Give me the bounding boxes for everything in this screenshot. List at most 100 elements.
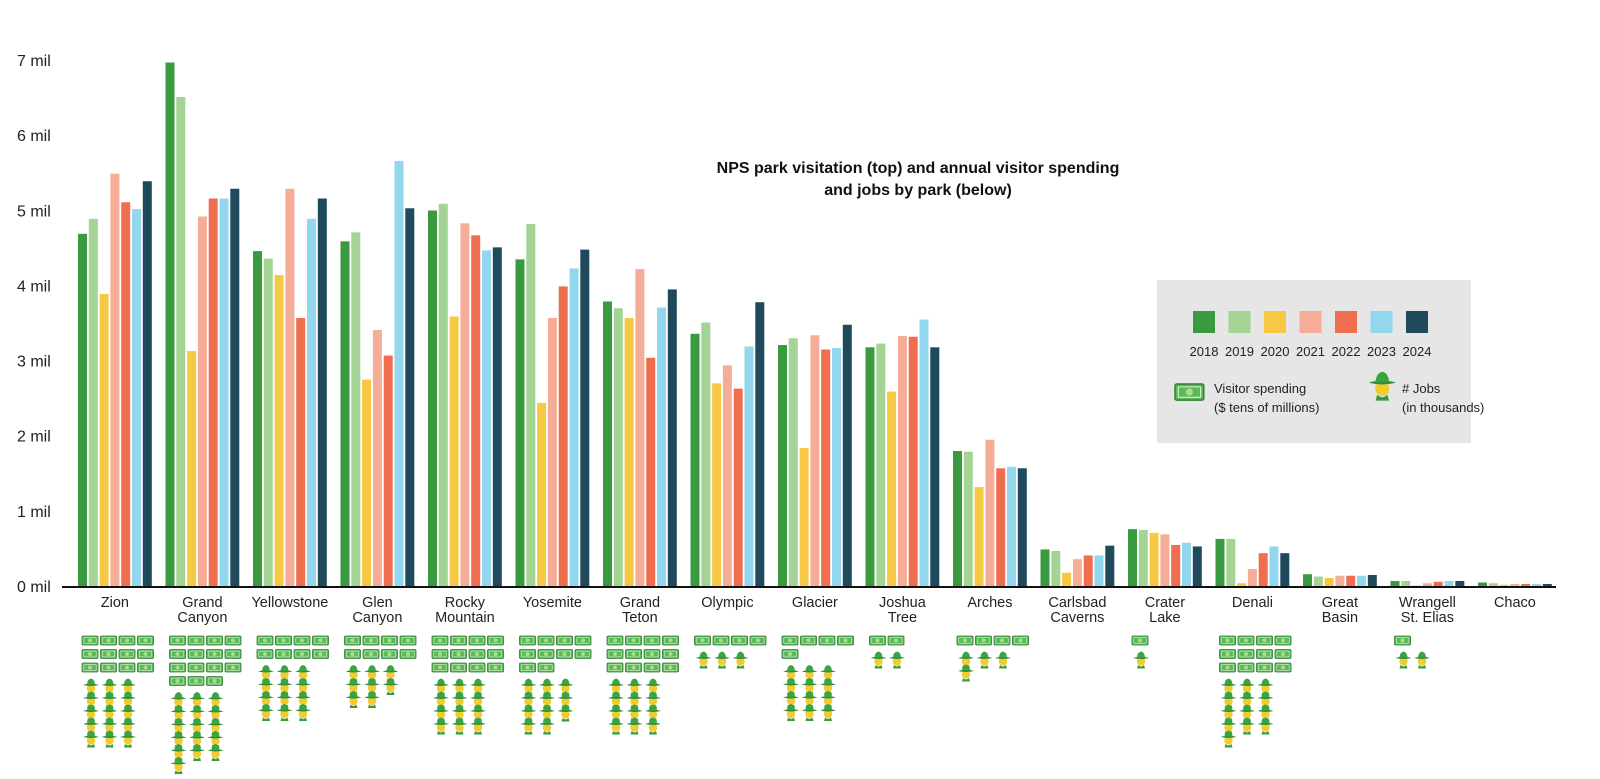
bar-2018 [1478, 582, 1487, 587]
money-bill-icon [869, 635, 886, 646]
money-bill-icon [694, 635, 711, 646]
pictogram-stack [256, 635, 329, 721]
bar-2023 [482, 250, 491, 588]
bar-2021 [810, 335, 820, 587]
legend-swatch-2021 [1299, 311, 1322, 333]
legend-year-label: 2021 [1296, 344, 1325, 359]
legend-jobs-label-line1: # Jobs [1402, 381, 1441, 396]
bar-2018 [515, 259, 525, 587]
ranger-hat-icon [1133, 651, 1149, 669]
park-label-line2: Lake [1149, 610, 1180, 626]
ranger-hat-icon [189, 744, 205, 761]
y-tick-label: 3 mil [17, 354, 51, 371]
bar-2022 [121, 202, 131, 588]
ranger-hat-icon [258, 704, 274, 721]
pictogram-stack [519, 635, 592, 735]
money-bill-icon [487, 662, 504, 673]
bar-2024 [317, 198, 327, 588]
park-label: Denali [1232, 595, 1273, 611]
bar-group [1215, 538, 1290, 587]
ranger-hat-icon [451, 717, 468, 735]
money-bill-icon [293, 649, 311, 659]
bar-2022 [646, 357, 656, 587]
bar-group [690, 302, 765, 587]
bar-group [1040, 545, 1115, 587]
bar-2023 [1094, 555, 1104, 587]
ranger-hat-icon [520, 717, 537, 735]
bar-2019 [701, 322, 711, 587]
bar-2022 [1083, 555, 1093, 587]
bar-2020 [187, 351, 197, 587]
legend-spending: Visitor spending ($ tens of millions) [1174, 381, 1319, 415]
bar-2018 [778, 345, 787, 587]
money-bill-icon [556, 635, 573, 646]
money-bill-icon [169, 662, 186, 673]
bar-2018 [1215, 538, 1225, 587]
money-bill-icon [537, 635, 555, 646]
money-bill-icon [643, 635, 661, 646]
ranger-hat-icon [382, 678, 399, 695]
bar-2020 [799, 447, 809, 587]
ranger-hat-icon [170, 757, 187, 774]
money-bill-icon [662, 662, 679, 673]
bar-group [1478, 582, 1552, 587]
bar-2020 [449, 316, 459, 587]
bar-2019 [1401, 580, 1411, 587]
y-tick-label: 1 mil [17, 504, 51, 521]
money-bill-icon [169, 649, 186, 659]
money-bill-icon [206, 662, 223, 673]
bar-group [165, 62, 240, 588]
bar-2022 [1433, 581, 1443, 587]
bar-2020 [1149, 532, 1159, 587]
bar-2020 [974, 487, 984, 587]
ranger-hat-icon [101, 730, 118, 748]
ranger-hat-icon [276, 704, 293, 721]
bar-2019 [963, 451, 973, 587]
ranger-hat-icon [1257, 717, 1274, 735]
money-bill-icon [643, 649, 661, 659]
park-label-line2: Canyon [352, 610, 402, 626]
bar-group [865, 319, 940, 587]
bar-2022 [208, 198, 218, 588]
bar-2021 [197, 216, 207, 587]
legend-spending-label-line2: ($ tens of millions) [1214, 400, 1319, 415]
bar-2019 [1051, 550, 1061, 587]
bar-2021 [722, 365, 732, 587]
park-label: Great [1322, 595, 1358, 611]
ranger-hat-icon [1220, 730, 1237, 748]
money-bill-icon [1219, 635, 1236, 646]
money-bill-icon [224, 662, 242, 673]
bar-2024 [1017, 468, 1027, 587]
money-bill-icon [206, 676, 223, 686]
bar-2020 [274, 275, 284, 587]
bar-2019 [788, 338, 798, 587]
pictogram-stack [169, 635, 242, 774]
bar-group [603, 269, 677, 587]
money-bill-icon [118, 662, 136, 673]
bar-2023 [1357, 575, 1366, 587]
bar-2018 [865, 347, 875, 587]
bars [78, 62, 1552, 588]
bar-2020 [624, 317, 634, 587]
bar-2020 [887, 391, 897, 587]
money-bill-icon [574, 649, 592, 659]
money-bill-icon [519, 635, 536, 646]
legend-year-label: 2024 [1403, 344, 1432, 359]
money-bill-icon [275, 649, 292, 659]
money-bill-icon [381, 649, 398, 659]
legend-swatch-2024 [1406, 311, 1428, 333]
bar-2023 [1444, 580, 1454, 587]
bar-2023 [919, 319, 929, 587]
ranger-hat-icon [889, 651, 905, 669]
y-tick-label: 2 mil [17, 429, 51, 446]
bar-2022 [821, 349, 831, 587]
bar-2019 [1226, 538, 1236, 587]
money-bill-icon [1012, 635, 1029, 646]
money-bill-icon [519, 649, 536, 659]
ranger-hat-icon [976, 651, 993, 669]
legend-swatch-2019 [1228, 311, 1251, 333]
money-bill-icon [993, 635, 1011, 646]
bar-2018 [1128, 529, 1137, 587]
bar-group [253, 188, 327, 588]
